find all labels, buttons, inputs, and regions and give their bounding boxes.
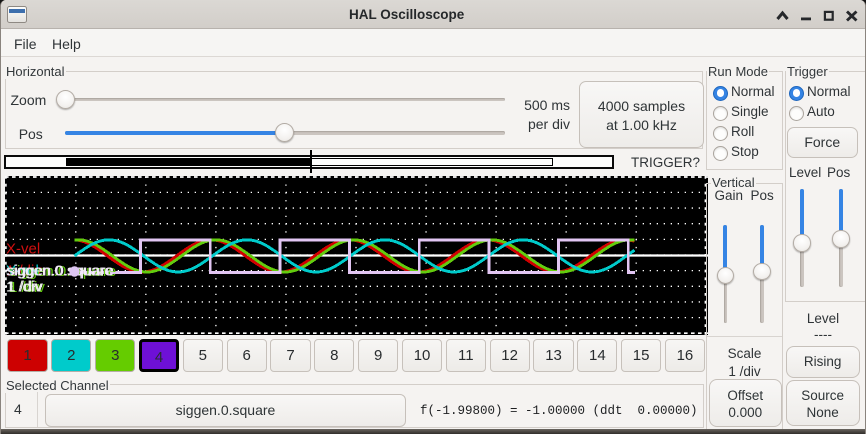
svg-text:siggen.0.square: siggen.0.square	[7, 262, 114, 279]
svg-text:siggen.0.square: siggen.0.square	[10, 263, 117, 280]
svg-text:Y-vel: Y-vel	[6, 262, 39, 279]
svg-text:siggen.0.square: siggen.0.square	[6, 262, 113, 279]
svg-text:X-vel: X-vel	[6, 241, 40, 258]
svg-text:1 /div: 1 /div	[6, 279, 42, 296]
svg-text:1 /div: 1 /div	[6, 262, 42, 279]
svg-text:1 /div: 1 /div	[7, 279, 43, 296]
svg-text:1 /div: 1 /div	[9, 279, 45, 296]
